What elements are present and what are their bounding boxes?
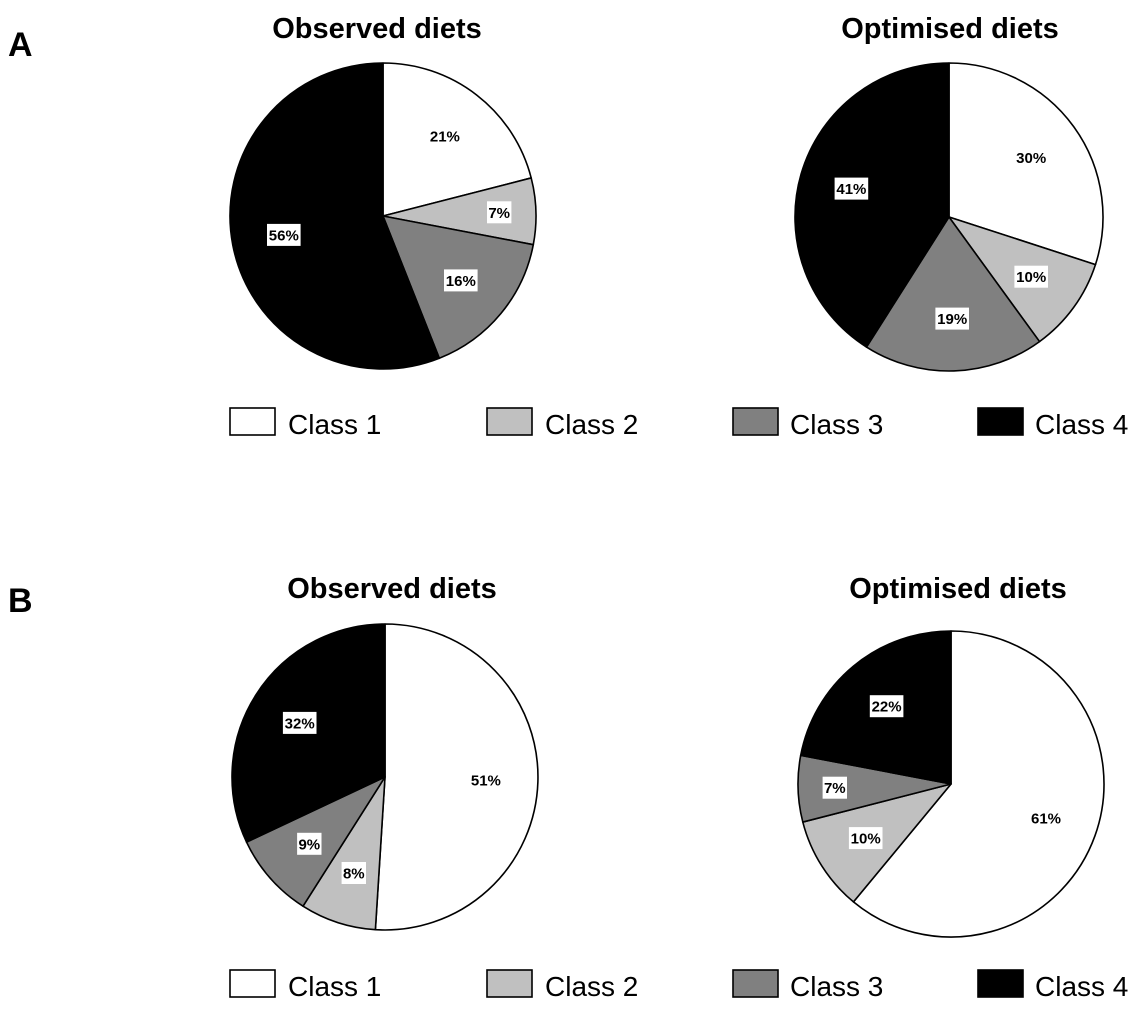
pie-slices-a-optimised: 30% 10% 19% 41% — [794, 62, 1104, 372]
pie-slice-class-1 — [852, 630, 1105, 938]
slice-label-background — [341, 862, 366, 884]
slice-label-class-3: 9% — [298, 836, 320, 853]
slice-labels: 21% 7% 16% 56% — [267, 125, 512, 292]
legend-label-class-3: Class 3 — [790, 409, 883, 440]
legend-item-class-2: Class 2 — [486, 969, 638, 1002]
slice-label-class-2: 8% — [343, 866, 365, 883]
slice-labels: 61% 10% 7% 22% — [822, 695, 1063, 850]
slice-label-class-4: 41% — [836, 181, 866, 198]
panel-letter-b: B — [8, 582, 33, 620]
legend-item-class-3: Class 3 — [732, 969, 883, 1002]
pie-slices-a-observed: 21% 7% 16% 56% — [229, 62, 537, 370]
slice-label-class-2: 7% — [488, 205, 510, 222]
pie-slices-b-optimised: 61% 10% 7% 22% — [797, 630, 1105, 938]
legend-a: Class 1 Class 2 Class 3 Class 4 — [229, 407, 1128, 440]
legend-label-class-4: Class 4 — [1035, 971, 1128, 1002]
slice-label-class-1: 61% — [1031, 811, 1061, 828]
pie-slice-class-3 — [865, 216, 1041, 372]
pie-chart-a-observed: Observed diets 21% 7% 16% 56% — [229, 13, 537, 370]
slice-label-background — [487, 201, 512, 224]
slice-label-background — [444, 269, 478, 292]
slice-label-background — [1029, 807, 1063, 830]
legend-swatch-class-4 — [977, 407, 1024, 436]
slice-label-background — [822, 776, 847, 799]
chart-title-b-observed: Observed diets — [287, 573, 497, 605]
slice-label-background — [469, 769, 503, 792]
pie-slice-class-1 — [374, 623, 539, 931]
legend-label-class-2: Class 2 — [545, 409, 638, 440]
legend-label-class-2: Class 2 — [545, 971, 638, 1002]
slice-label-class-4: 22% — [872, 699, 902, 716]
legend-swatch-class-1 — [229, 407, 276, 436]
pie-chart-b-observed: Observed diets 51% 8% 9% 32% — [231, 573, 539, 931]
slice-label-class-4: 56% — [269, 227, 299, 244]
legend-label-class-1: Class 1 — [288, 971, 381, 1002]
slice-label-class-3: 19% — [937, 311, 967, 328]
slice-label-class-3: 16% — [446, 273, 476, 290]
slice-labels: 30% 10% 19% 41% — [834, 146, 1048, 330]
chart-title-b-optimised: Optimised diets — [849, 573, 1067, 605]
slice-label-class-4: 32% — [285, 715, 315, 732]
legend-item-class-4: Class 4 — [977, 969, 1128, 1002]
legend-swatch-class-3 — [732, 407, 779, 436]
slice-label-background — [848, 827, 883, 850]
pie-chart-b-optimised: Optimised diets 61% 10% 7% 22% — [797, 573, 1105, 938]
slice-label-background — [297, 832, 322, 855]
legend-item-class-3: Class 3 — [732, 407, 883, 440]
slice-label-background — [935, 307, 969, 330]
panel-a: A Observed diets 21% 7% 16% 56% Optimised d… — [8, 13, 1128, 440]
chart-title-a-optimised: Optimised diets — [841, 13, 1059, 45]
legend-swatch-class-2 — [486, 407, 533, 436]
legend-swatch-class-3 — [732, 969, 779, 998]
panel-letter-a: A — [8, 26, 33, 64]
slice-label-class-2: 10% — [1016, 269, 1046, 286]
slice-labels: 51% 8% 9% 32% — [282, 711, 503, 884]
legend-item-class-1: Class 1 — [229, 407, 381, 440]
slice-label-class-1: 21% — [430, 129, 460, 146]
legend-label-class-4: Class 4 — [1035, 409, 1128, 440]
slice-label-background — [1014, 146, 1048, 169]
legend-label-class-1: Class 1 — [288, 409, 381, 440]
legend-swatch-class-2 — [486, 969, 533, 998]
pie-chart-a-optimised: Optimised diets 30% 10% 19% 41% — [794, 13, 1104, 372]
legend-b: Class 1 Class 2 Class 3 Class 4 — [229, 969, 1128, 1002]
legend-item-class-4: Class 4 — [977, 407, 1128, 440]
panel-b: B Observed diets 51% 8% 9% 32% Optimised di… — [8, 573, 1128, 1002]
chart-title-a-observed: Observed diets — [272, 13, 482, 45]
slice-label-background — [834, 177, 869, 200]
legend-item-class-2: Class 2 — [486, 407, 638, 440]
pie-slices-b-observed: 51% 8% 9% 32% — [231, 623, 539, 931]
pie-slice-class-4 — [794, 62, 950, 348]
slice-label-class-2: 10% — [851, 831, 881, 848]
legend-swatch-class-4 — [977, 969, 1024, 998]
slice-label-class-1: 51% — [471, 773, 501, 790]
legend-label-class-3: Class 3 — [790, 971, 883, 1002]
slice-label-background — [282, 711, 317, 734]
slice-label-class-1: 30% — [1016, 150, 1046, 167]
slice-label-class-3: 7% — [824, 780, 846, 797]
legend-item-class-1: Class 1 — [229, 969, 381, 1002]
legend-swatch-class-1 — [229, 969, 276, 998]
slice-label-background — [1014, 265, 1048, 288]
slice-label-background — [869, 695, 904, 718]
pie-slice-class-4 — [229, 62, 441, 370]
slice-label-background — [428, 125, 462, 148]
slice-label-background — [267, 223, 301, 246]
